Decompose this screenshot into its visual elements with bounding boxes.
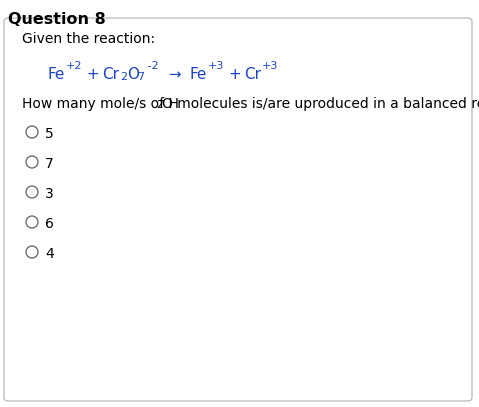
Text: -2: -2 [144,61,159,71]
Text: Question 8: Question 8 [8,12,106,27]
Text: +3: +3 [262,61,278,71]
Text: 2: 2 [156,100,163,110]
Text: +2: +2 [66,61,82,71]
Text: O: O [127,67,139,82]
Text: +3: +3 [208,61,224,71]
Text: Given the reaction:: Given the reaction: [22,32,155,46]
Text: Cr: Cr [244,67,261,82]
Text: 3: 3 [45,187,54,201]
Text: O molecules is/are uproduced in a balanced reaction ?: O molecules is/are uproduced in a balanc… [162,97,479,111]
Text: →: → [164,67,186,82]
Text: 5: 5 [45,127,54,141]
Text: Fe: Fe [48,67,65,82]
FancyBboxPatch shape [4,18,472,401]
Text: 7: 7 [137,72,144,82]
Text: +: + [224,67,247,82]
Text: +: + [82,67,104,82]
Text: Cr: Cr [102,67,119,82]
Text: How many mole/s of H: How many mole/s of H [22,97,179,111]
Text: 7: 7 [45,157,54,171]
Text: Fe: Fe [190,67,207,82]
Text: 6: 6 [45,217,54,231]
Text: 4: 4 [45,247,54,261]
Text: 2: 2 [120,72,127,82]
